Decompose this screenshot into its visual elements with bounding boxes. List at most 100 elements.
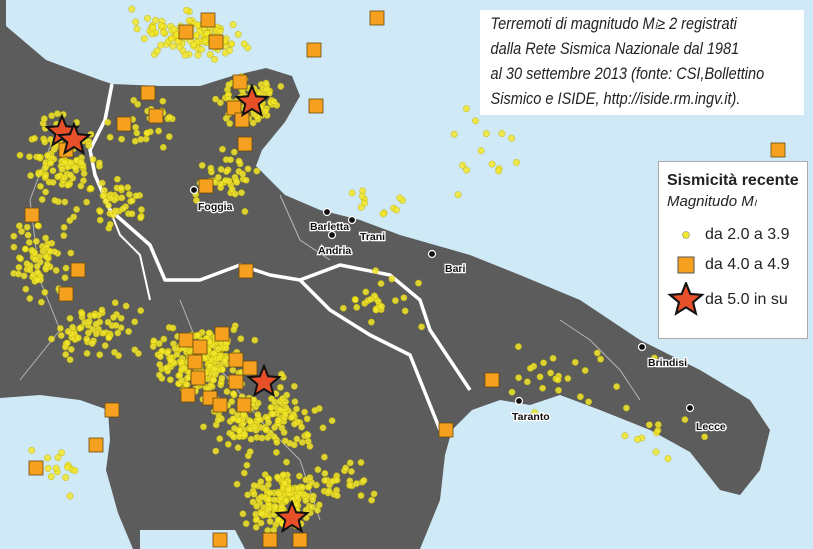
event-m2-dot xyxy=(262,79,270,87)
event-m2-dot xyxy=(303,415,311,423)
event-m2-dot xyxy=(15,263,23,271)
event-m5-star xyxy=(234,83,270,118)
event-m2-dot xyxy=(168,35,175,42)
event-m2-dot xyxy=(144,14,151,22)
legend-item-medium: da 4.0 a 4.9 xyxy=(667,250,807,280)
event-m2-dot xyxy=(155,127,163,135)
event-m2-dot xyxy=(258,434,266,442)
event-m2-dot xyxy=(128,5,136,13)
event-m2-dot xyxy=(64,181,72,189)
event-m2-dot xyxy=(581,367,589,374)
event-m2-dot xyxy=(48,112,56,120)
city-marker-icon xyxy=(189,185,199,195)
event-m2-dot xyxy=(295,472,303,480)
event-m2-dot xyxy=(134,350,142,357)
event-m2-dot xyxy=(33,262,41,270)
event-m2-dot xyxy=(246,448,254,456)
event-m2-dot xyxy=(231,190,239,198)
event-m2-dot xyxy=(283,458,290,466)
event-m2-dot xyxy=(107,194,115,202)
city-label: Foggia xyxy=(198,201,233,213)
event-m2-dot xyxy=(269,410,277,418)
event-m2-dot xyxy=(22,285,30,293)
event-m2-dot xyxy=(10,232,18,240)
event-m2-dot xyxy=(221,357,228,365)
event-m2-dot xyxy=(26,295,34,302)
event-m2-dot xyxy=(42,234,49,242)
event-m2-dot xyxy=(117,184,125,192)
event-m2-dot xyxy=(25,153,33,161)
red-star-icon xyxy=(667,282,705,318)
event-m2-dot xyxy=(217,165,225,173)
city-marker-icon xyxy=(427,249,437,259)
event-m2-dot xyxy=(77,158,85,166)
event-m2-dot xyxy=(96,216,104,224)
event-m2-dot xyxy=(298,423,305,431)
event-m2-dot xyxy=(201,37,209,45)
event-m2-dot xyxy=(114,175,121,183)
event-m2-dot xyxy=(299,483,307,491)
event-m2-dot xyxy=(293,405,300,413)
event-m2-dot xyxy=(290,382,298,390)
event-m2-dot xyxy=(230,390,237,398)
event-m2-dot xyxy=(119,205,127,213)
event-m2-dot xyxy=(49,167,57,175)
event-m2-dot xyxy=(128,210,136,218)
event-m2-dot xyxy=(88,340,96,347)
city-marker-icon xyxy=(347,215,357,225)
event-m2-dot xyxy=(165,133,173,141)
event-m2-dot xyxy=(111,207,119,215)
event-m2-dot xyxy=(41,288,49,296)
event-m2-dot xyxy=(280,428,288,436)
event-m2-dot xyxy=(106,210,114,217)
event-m2-dot xyxy=(701,433,708,441)
event-m2-dot xyxy=(217,180,225,188)
event-m2-dot xyxy=(104,318,112,326)
event-m2-dot xyxy=(309,496,316,504)
event-m2-dot xyxy=(270,98,278,106)
event-m2-dot xyxy=(279,395,286,402)
event-m2-dot xyxy=(515,343,522,350)
event-m2-dot xyxy=(101,342,109,349)
event-m2-dot xyxy=(23,223,31,231)
event-m4-square xyxy=(178,24,194,40)
event-m2-dot xyxy=(83,349,91,357)
event-m2-dot xyxy=(71,163,79,171)
event-m2-dot xyxy=(564,375,572,382)
event-m2-dot xyxy=(513,158,520,166)
event-m2-dot xyxy=(128,197,136,205)
event-m2-dot xyxy=(110,313,117,321)
event-m2-dot xyxy=(613,383,620,390)
event-m2-dot xyxy=(298,438,306,446)
event-m2-dot xyxy=(266,518,274,525)
event-m4-square xyxy=(237,136,253,152)
event-m2-dot xyxy=(450,130,458,138)
event-m2-dot xyxy=(212,447,220,455)
event-m2-dot xyxy=(133,129,141,137)
event-m2-dot xyxy=(275,489,283,497)
event-m2-dot xyxy=(225,81,233,89)
event-m2-dot xyxy=(31,256,39,263)
event-m2-dot xyxy=(276,383,284,391)
event-m2-dot xyxy=(122,302,130,310)
event-m2-dot xyxy=(400,294,408,302)
event-m2-dot xyxy=(664,455,672,462)
event-m2-dot xyxy=(554,376,562,384)
event-m2-dot xyxy=(549,354,557,362)
event-m2-dot xyxy=(681,416,689,423)
event-m2-dot xyxy=(98,306,106,314)
event-m2-dot xyxy=(85,317,93,325)
event-m2-dot xyxy=(42,188,49,196)
event-m4-square xyxy=(770,142,786,158)
orange-square-icon xyxy=(667,256,705,274)
event-m2-dot xyxy=(214,345,222,353)
event-m2-dot xyxy=(228,40,236,48)
event-m2-dot xyxy=(25,238,33,246)
legend-title: Sismicità recente xyxy=(667,172,799,189)
legend-label: da 2.0 a 3.9 xyxy=(705,226,790,243)
event-m2-dot xyxy=(540,359,547,367)
event-m2-dot xyxy=(333,476,341,484)
event-m2-dot xyxy=(357,459,365,466)
event-m2-dot xyxy=(92,320,100,328)
event-m2-dot xyxy=(339,304,347,312)
